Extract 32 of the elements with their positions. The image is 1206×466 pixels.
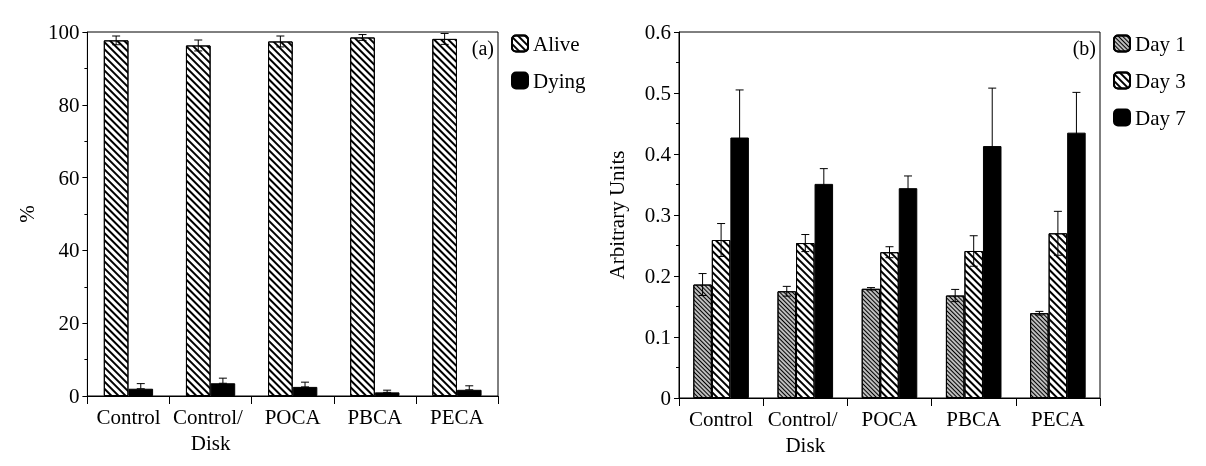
x-tick-label: PECA [430,405,485,429]
y-tick-label: 100 [47,20,80,44]
annotation: (a) [471,37,495,60]
legend-label: Day 3 [1135,68,1186,93]
x-tick-label: Control [689,407,754,431]
y-tick-label: 0.5 [644,81,671,105]
y-tick-label: 0.2 [644,264,671,288]
x-tick-label: Control/ Disk [767,407,843,457]
y-tick-label: 0.6 [644,20,671,44]
legend-label: Alive [533,31,580,56]
y-axis-title: Arbitrary Units [604,150,629,280]
y-tick-label: 0 [68,384,80,408]
legend-label: Day 1 [1135,31,1186,56]
y-tick-label: 0.3 [644,203,671,227]
y-tick-label: 0 [660,386,671,410]
x-tick-label: PBCA [946,407,1002,431]
x-tick-label: Control [96,405,161,429]
y-tick-label: 0.1 [644,325,671,349]
legend-label: Dying [533,68,586,93]
annotation: (b) [1072,37,1097,60]
x-tick-label: Control/ Disk [172,405,249,455]
x-tick-label: POCA [861,407,919,431]
x-tick-label: PECA [1031,407,1086,431]
y-tick-label: 40 [58,238,80,263]
x-tick-label: PBCA [347,405,404,429]
y-tick-label: 0.4 [644,142,672,166]
legend-label: Day 7 [1135,105,1186,130]
y-tick-label: 20 [58,311,80,336]
y-axis-title: % [14,205,39,223]
x-tick-label: POCA [264,405,322,429]
y-tick-label: 60 [58,165,80,190]
y-tick-label: 80 [58,92,80,117]
